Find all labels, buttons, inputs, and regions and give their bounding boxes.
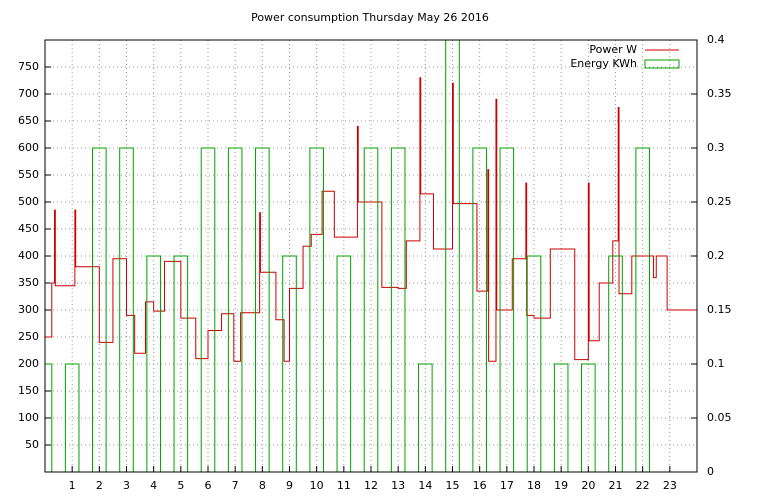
y-tick-label: 200 [18,357,39,370]
energy-bar [64,363,80,472]
legend-label: Power W [589,43,637,56]
y-tick-label: 250 [18,330,39,343]
energy-bar [635,147,650,472]
x-tick-label: 8 [259,479,266,492]
energy-bar [472,147,487,472]
energy-bar [45,363,53,472]
x-tick-label: 1 [69,479,76,492]
energy-bar [173,255,189,472]
y-tick-label: 450 [18,222,39,235]
x-tick-label: 19 [554,479,568,492]
y-tick-label: 150 [18,384,39,397]
energy-bar [445,40,460,472]
x-tick-label: 17 [500,479,514,492]
energy-bar [390,147,406,472]
y-tick-label: 600 [18,141,39,154]
energy-bar [119,147,134,472]
energy-bar [282,255,297,472]
y-tick-label: 50 [25,438,39,451]
x-tick-label: 15 [446,479,460,492]
y2-tick-label: 0.2 [707,249,725,262]
y2-tick-label: 0.25 [707,195,732,208]
x-tick-label: 18 [527,479,541,492]
y-tick-label: 700 [18,87,39,100]
y2-tick-label: 0.3 [707,141,725,154]
x-tick-label: 6 [205,479,212,492]
energy-bar [255,147,270,472]
energy-bar [581,363,596,472]
x-tick-label: 12 [364,479,378,492]
y2-tick-label: 0 [707,465,714,478]
y-tick-label: 650 [18,114,39,127]
plot-area [45,40,697,472]
y-tick-label: 300 [18,303,39,316]
x-tick-label: 9 [286,479,293,492]
energy-bar [608,255,623,472]
plot-border [44,39,698,473]
x-tick-label: 23 [663,479,677,492]
x-tick-label: 10 [310,479,324,492]
x-tick-label: 5 [177,479,184,492]
legend-swatch [644,59,680,69]
y2-tick-label: 0.35 [707,87,732,100]
x-tick-label: 11 [337,479,351,492]
energy-bar [92,147,107,472]
energy-bar [336,255,352,472]
y-tick-label: 550 [18,168,39,181]
energy-bar [309,147,324,472]
y2-tick-label: 0.15 [707,303,732,316]
energy-bar [526,255,542,472]
y-tick-label: 750 [18,60,39,73]
energy-bar [146,255,161,472]
x-tick-label: 14 [418,479,432,492]
y-tick-label: 350 [18,276,39,289]
y-tick-label: 500 [18,195,39,208]
y2-tick-label: 0.4 [707,33,725,46]
y-tick-label: 400 [18,249,39,262]
energy-bar [227,147,243,472]
energy-bar [363,147,379,472]
chart-title: Power consumption Thursday May 26 2016 [251,11,489,24]
energy-bar [418,363,433,472]
energy-bar [200,147,216,472]
x-tick-label: 3 [123,479,130,492]
y2-tick-label: 0.05 [707,411,732,424]
x-tick-label: 21 [609,479,623,492]
energy-bar [499,147,515,472]
y2-tick-label: 0.1 [707,357,725,370]
x-tick-label: 4 [150,479,157,492]
power-line [45,77,697,362]
x-tick-label: 13 [391,479,405,492]
legend-label: Energy KWh [570,57,637,70]
y-tick-label: 100 [18,411,39,424]
x-tick-label: 22 [636,479,650,492]
x-tick-label: 7 [232,479,239,492]
x-tick-label: 20 [581,479,595,492]
x-tick-label: 2 [96,479,103,492]
energy-bar [553,363,569,472]
x-tick-label: 16 [473,479,487,492]
